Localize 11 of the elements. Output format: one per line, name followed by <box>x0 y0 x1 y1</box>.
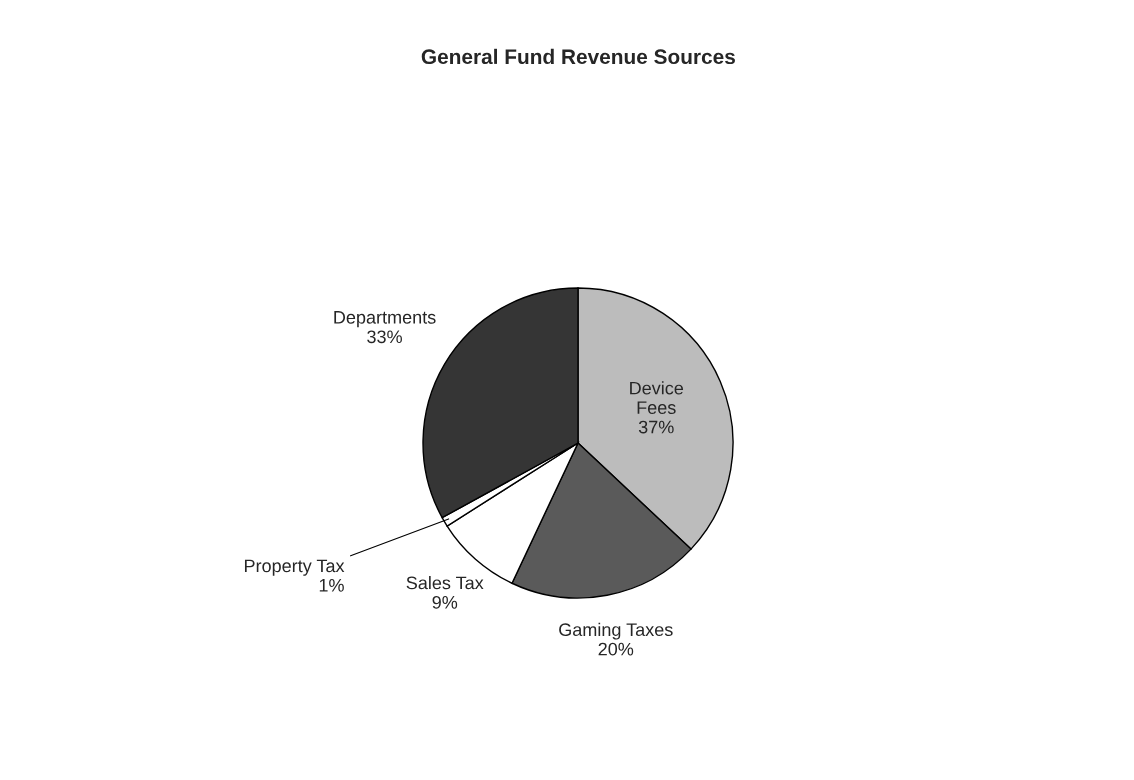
data-label: 20% <box>598 642 634 656</box>
slice-label: Gaming Taxes <box>559 622 673 640</box>
chart-title: General Fund Revenue Sources <box>421 48 735 65</box>
slice-label: Departments <box>334 311 436 328</box>
data-label: 1% <box>319 579 344 592</box>
slice-label: Property Tax <box>244 559 345 576</box>
slice-label: Device Fees <box>630 381 684 414</box>
data-label: 33% <box>367 330 402 344</box>
slice-label: Sales Tax <box>406 576 484 590</box>
data-label: 37% <box>638 420 674 434</box>
data-label: 9% <box>432 595 458 609</box>
